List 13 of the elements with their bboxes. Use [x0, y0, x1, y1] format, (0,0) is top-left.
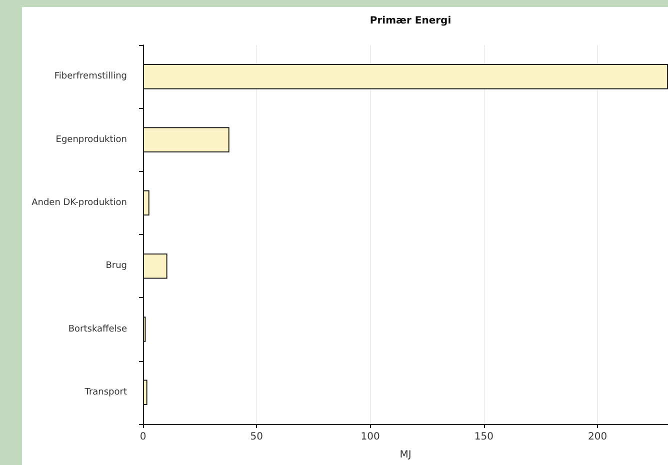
y-tick-label: Brug	[106, 261, 127, 272]
y-tick-label: Egenproduktion	[56, 134, 127, 145]
x-tick-label: 50	[250, 432, 264, 442]
y-tick-label: Anden DK-produktion	[32, 198, 127, 208]
chart-title: Primær Energi	[370, 16, 452, 26]
y-tick-label: Bortskaffelse	[68, 324, 128, 334]
y-tick-label: Fiberfremstilling	[54, 72, 127, 82]
x-tick-label: 0	[140, 432, 146, 442]
x-tick-label: 200	[588, 432, 608, 442]
x-tick-label: 100	[360, 432, 380, 442]
x-tick-label: 150	[474, 432, 494, 442]
x-axis-title: MJ	[400, 450, 412, 460]
y-tick-label: Transport	[84, 387, 128, 398]
